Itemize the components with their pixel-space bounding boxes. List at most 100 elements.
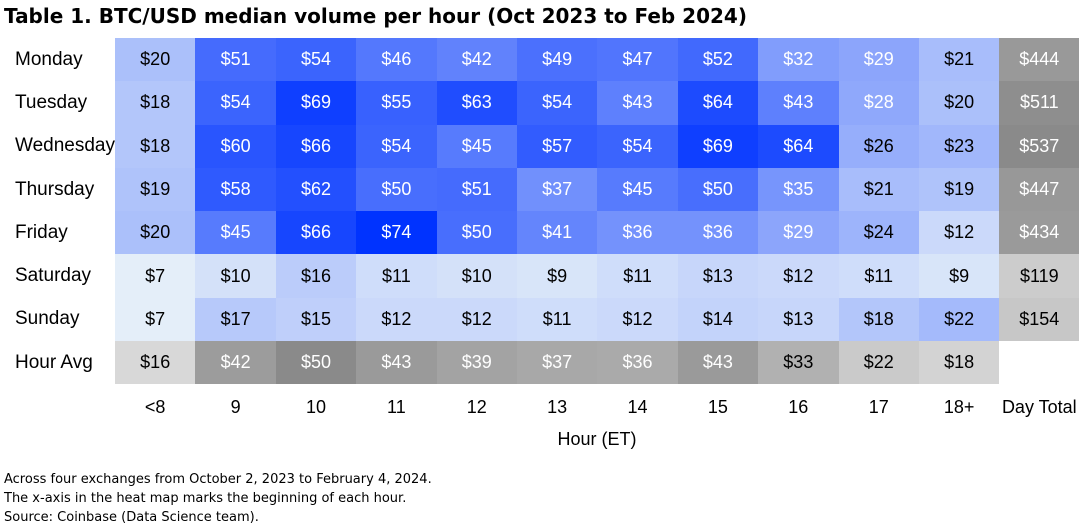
x-tick-label: <8: [144, 396, 166, 417]
x-tick-label: 11: [387, 396, 406, 417]
heatmap-cell: $11: [838, 254, 919, 298]
heatmap-cell: $43: [758, 81, 839, 125]
heatmap-cell: $17: [195, 297, 276, 342]
hour-avg-cell: $18: [918, 341, 1000, 385]
heatmap-cell: $11: [597, 254, 678, 298]
heatmap-cell: $50: [356, 167, 437, 212]
heatmap-cell: $18: [115, 81, 196, 125]
x-tick-label: 15: [707, 396, 728, 417]
heatmap-cell: $11: [356, 254, 437, 298]
heatmap-cell: $55: [356, 81, 437, 125]
heatmap-cell: $52: [677, 38, 759, 82]
heatmap-cell: $32: [758, 38, 839, 82]
chart-title: Table 1. BTC/USD median volume per hour …: [4, 4, 747, 28]
footnote-line: The x-axis in the heat map marks the beg…: [4, 491, 407, 506]
heatmap-cell: $14: [677, 297, 759, 342]
heatmap-cell: $9: [918, 254, 1000, 298]
heatmap-cell: $43: [597, 81, 678, 125]
heatmap-cell: $36: [597, 211, 678, 255]
heatmap-cell: $29: [758, 211, 839, 255]
heatmap-cell: $42: [436, 38, 517, 82]
heatmap-cell: $16: [275, 254, 357, 298]
day-total-cell: $434: [999, 211, 1080, 255]
heatmap-cell: $7: [115, 254, 196, 298]
heatmap-cell: $28: [838, 81, 919, 125]
heatmap-cell: $11: [516, 297, 598, 342]
heatmap-cell: $20: [115, 211, 196, 255]
hour-avg-cell: $50: [275, 341, 357, 385]
heatmap-cell: $66: [275, 211, 357, 255]
x-axis-title: Hour (ET): [557, 429, 637, 449]
heatmap-cell: $41: [516, 211, 598, 255]
heatmap-cell: $45: [597, 167, 678, 212]
heatmap-cell: $51: [195, 38, 276, 82]
hour-avg-cell: $37: [516, 341, 598, 385]
heatmap-cell: $69: [275, 81, 357, 125]
hour-avg-cell: $39: [436, 341, 517, 385]
heatmap-cell: $50: [436, 211, 517, 255]
heatmap-cell: $23: [918, 124, 1000, 168]
x-tick-label: 12: [466, 396, 487, 417]
heatmap-cell: $20: [918, 81, 1000, 125]
heatmap-cell: $54: [275, 38, 357, 82]
row-label: Saturday: [15, 265, 92, 287]
heatmap-cell: $62: [275, 167, 357, 212]
hour-avg-cell: $16: [115, 341, 196, 385]
heatmap-cell: $19: [115, 167, 196, 212]
heatmap-cell: $12: [356, 297, 437, 342]
heatmap-cell: $9: [516, 254, 598, 298]
day-total-cell: $444: [999, 38, 1080, 82]
heatmap-cell: $64: [758, 124, 839, 168]
hour-avg-cell: $43: [677, 341, 759, 385]
heatmap-cell: $36: [677, 211, 759, 255]
heatmap-cell: $58: [195, 167, 276, 212]
x-tick-label: 18+: [943, 396, 975, 417]
heatmap-cell: $66: [275, 124, 357, 168]
heatmap-cell: $12: [918, 211, 1000, 255]
heatmap-cell: $54: [356, 124, 437, 168]
heatmap-cell: $47: [597, 38, 678, 82]
hour-avg-cell: $36: [597, 341, 678, 385]
x-tick-label: 10: [305, 396, 326, 417]
heatmap-cell: $20: [115, 38, 196, 82]
heatmap-cell: $18: [838, 297, 919, 342]
day-total-cell: $447: [999, 167, 1080, 212]
x-tick-label: 16: [788, 396, 809, 417]
heatmap-cell: $7: [115, 297, 196, 342]
heatmap-cell: $10: [195, 254, 276, 298]
heatmap-cell: $12: [758, 254, 839, 298]
day-total-cell: $537: [999, 124, 1080, 168]
heatmap-cell: $13: [677, 254, 759, 298]
heatmap-cell: $21: [838, 167, 919, 212]
footnotes: Across four exchanges from October 2, 20…: [4, 470, 432, 527]
heatmap-cell: $21: [918, 38, 1000, 82]
heatmap-cell: $12: [436, 297, 517, 342]
heatmap-cell: $13: [758, 297, 839, 342]
heatmap-cell: $63: [436, 81, 517, 125]
row-label: Friday: [15, 221, 68, 243]
x-tick-label: Day Total: [1001, 396, 1077, 417]
heatmap-grid: Monday $20 $51 $54 $46 $42 $49 $47 $52 $32 $29 $21 $…: [0, 38, 1080, 385]
x-tick-label: 17: [868, 396, 889, 417]
x-tick-label: 9: [230, 396, 241, 417]
heatmap-cell: $54: [195, 81, 276, 125]
row-label: Sunday: [15, 308, 80, 330]
heatmap-cell: $29: [838, 38, 919, 82]
empty-corner-cell: [999, 341, 1080, 385]
heatmap-cell: $15: [275, 297, 357, 342]
row-label: Wednesday: [15, 135, 115, 157]
hour-avg-cell: $22: [838, 341, 919, 385]
hour-avg-cell: $43: [356, 341, 437, 385]
heatmap-cell: $64: [677, 81, 759, 125]
footnote-line: Source: Coinbase (Data Science team).: [4, 510, 259, 525]
heatmap-cell: $12: [597, 297, 678, 342]
heatmap-cell: $10: [436, 254, 517, 298]
x-tick-label: 14: [627, 396, 648, 417]
day-total-cell: $511: [999, 81, 1080, 125]
row-label: Monday: [15, 48, 83, 70]
heatmap-cell: $57: [516, 124, 598, 168]
heatmap-cell: $19: [918, 167, 1000, 212]
row-label: Hour Avg: [15, 351, 93, 373]
heatmap-cell: $50: [677, 167, 759, 212]
x-tick-label: 13: [547, 396, 568, 417]
